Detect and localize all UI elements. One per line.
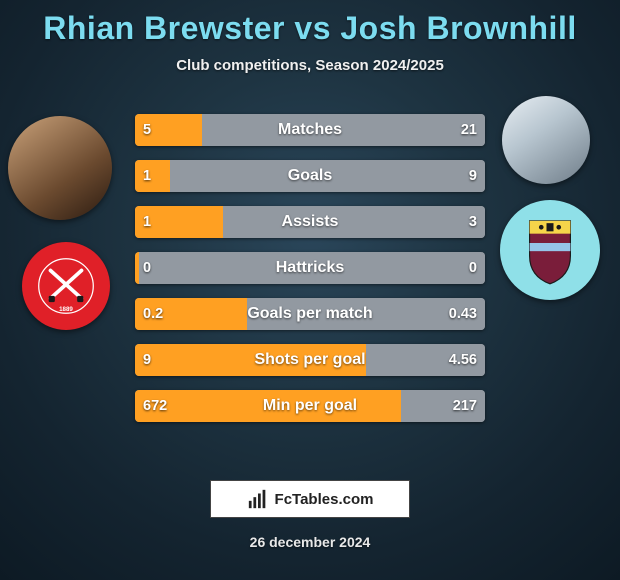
stat-label: Hattricks [135, 252, 485, 284]
stat-fill-left [135, 344, 366, 376]
stat-row: 94.56Shots per goal [135, 344, 485, 376]
player1-club-crest: 1889 [22, 242, 110, 330]
stat-row: 672217Min per goal [135, 390, 485, 422]
stat-fill-right [401, 390, 485, 422]
season-subtitle: Club competitions, Season 2024/2025 [0, 57, 620, 74]
stat-fill-left [135, 390, 401, 422]
stat-fill-right [223, 206, 486, 238]
brand-badge: FcTables.com [210, 480, 410, 518]
stat-fill-right [202, 114, 486, 146]
stat-fill-left [135, 114, 202, 146]
snapshot-date: 26 december 2024 [0, 534, 620, 550]
bar-chart-icon [247, 488, 269, 510]
stat-bars: 521Matches 19Goals 13Assists 0 0Hattricks 0.2… [135, 114, 485, 436]
stat-value-right: 0 [469, 252, 477, 284]
stat-value-left: 0 [143, 252, 151, 284]
stat-fill-right [366, 344, 485, 376]
stat-fill-right [482, 252, 486, 284]
stat-fill-left [135, 298, 247, 330]
stat-fill-left [135, 160, 170, 192]
comparison-stage: 1889 521Matches 19Goals 13Assists 0 0Hattric… [0, 84, 620, 524]
stat-fill-right [170, 160, 485, 192]
svg-text:1889: 1889 [59, 306, 73, 313]
sheffield-united-crest-icon: 1889 [35, 255, 97, 317]
brand-text: FcTables.com [275, 491, 374, 508]
stat-fill-left [135, 252, 139, 284]
stat-row: 13Assists [135, 206, 485, 238]
stat-fill-right [247, 298, 485, 330]
stat-row: 0 0Hattricks [135, 252, 485, 284]
page-title: Rhian Brewster vs Josh Brownhill [0, 0, 620, 47]
stat-fill-left [135, 206, 223, 238]
player1-avatar [8, 116, 112, 220]
player2-avatar [502, 96, 590, 184]
stat-row: 0.20.43Goals per match [135, 298, 485, 330]
player2-club-crest [500, 200, 600, 300]
stat-row: 19Goals [135, 160, 485, 192]
burnley-crest-icon [520, 215, 580, 285]
stat-row: 521Matches [135, 114, 485, 146]
